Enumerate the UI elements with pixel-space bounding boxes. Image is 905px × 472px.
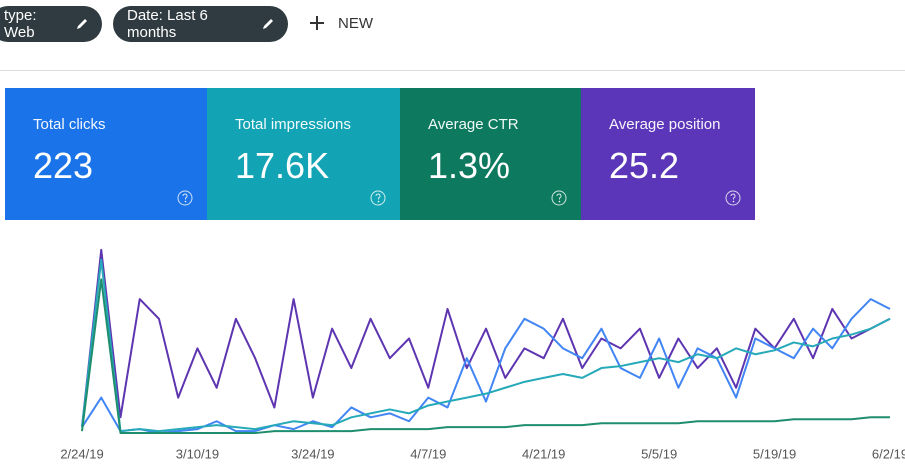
x-tick-label: 2/24/19 bbox=[60, 446, 103, 461]
help-icon bbox=[370, 190, 386, 206]
x-tick-label: 5/5/19 bbox=[641, 446, 677, 461]
help-icon bbox=[551, 190, 567, 206]
new-filter-button[interactable]: NEW bbox=[308, 14, 373, 32]
filter-chip[interactable]: Date: Last 6 months bbox=[113, 6, 288, 42]
metric-value: 17.6K bbox=[235, 145, 330, 186]
help-icon bbox=[725, 190, 741, 206]
filter-chip[interactable]: type: Web bbox=[0, 6, 102, 42]
x-tick-label: 3/10/19 bbox=[176, 446, 219, 461]
metric-value: 25.2 bbox=[609, 145, 680, 186]
x-tick-label: 3/24/19 bbox=[291, 446, 334, 461]
filter-label: Date: Last 6 months bbox=[127, 7, 208, 41]
metric-card[interactable]: Total clicks 223 bbox=[5, 88, 207, 220]
metric-card[interactable]: Average CTR 1.3% bbox=[400, 88, 581, 220]
x-tick-label: 5/19/19 bbox=[753, 446, 796, 461]
series-line bbox=[81, 278, 890, 435]
series-line bbox=[81, 248, 891, 428]
metric-label: Average position bbox=[609, 116, 721, 133]
metric-label: Average CTR bbox=[428, 116, 519, 133]
filter-label: type: Web bbox=[4, 7, 37, 41]
metric-card[interactable]: Average position 25.2 bbox=[581, 88, 755, 220]
metric-value: 223 bbox=[33, 145, 94, 186]
metric-card[interactable]: Total impressions 17.6K bbox=[207, 88, 400, 220]
metric-label: Total clicks bbox=[33, 116, 106, 133]
edit-icon bbox=[263, 19, 274, 29]
divider bbox=[0, 70, 905, 71]
help-icon bbox=[177, 190, 193, 206]
edit-icon bbox=[77, 19, 88, 29]
x-tick-label: 4/7/19 bbox=[410, 446, 446, 461]
series-line bbox=[81, 298, 891, 435]
plus-icon bbox=[310, 16, 324, 30]
x-tick-label: 6/2/19 bbox=[872, 446, 905, 461]
metric-label: Total impressions bbox=[235, 116, 351, 133]
performance-chart: 2/24/19 3/10/19 3/24/19 4/7/19 4/21/19 5/5/19… bbox=[60, 248, 905, 461]
new-label: NEW bbox=[338, 14, 373, 32]
x-tick-label: 4/21/19 bbox=[522, 446, 565, 461]
metric-value: 1.3% bbox=[428, 145, 511, 186]
series-line bbox=[81, 258, 891, 433]
